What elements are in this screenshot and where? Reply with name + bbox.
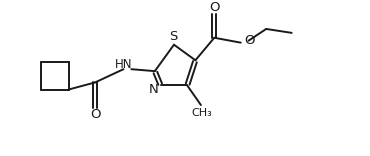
Text: O: O xyxy=(90,108,100,121)
Text: CH₃: CH₃ xyxy=(192,108,212,118)
Text: O: O xyxy=(245,34,255,47)
Text: HN: HN xyxy=(115,58,132,71)
Text: O: O xyxy=(209,1,219,14)
Text: N: N xyxy=(149,83,159,96)
Text: S: S xyxy=(169,30,177,43)
